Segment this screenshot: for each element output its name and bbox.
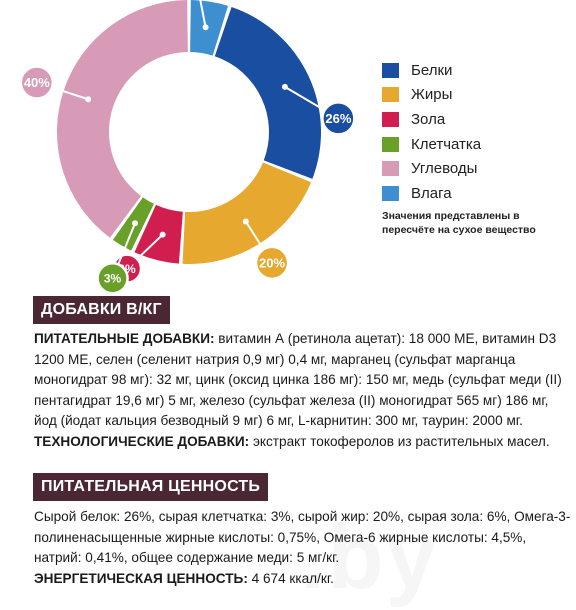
- value-bubble-fiber: [96, 261, 129, 295]
- legend-swatch: [382, 136, 399, 152]
- legend-swatch: [382, 111, 399, 127]
- chart-legend: Белки Жиры Зола Клетчатка Углеводы Влага: [382, 58, 481, 206]
- value-bubble-protein: [321, 101, 356, 136]
- slice-protein: [214, 7, 322, 179]
- leader-dot: [202, 24, 209, 31]
- leader-dot: [85, 96, 92, 103]
- legend-item-moisture: Влага: [382, 181, 481, 206]
- nutrition-text: Сырой белок: 26%, сырая клетчатка: 3%, с…: [34, 509, 571, 565]
- value-label-protein: 26%: [325, 111, 351, 126]
- legend-swatch: [382, 161, 399, 177]
- legend-swatch: [382, 185, 399, 201]
- slice-fat: [182, 162, 312, 264]
- value-bubble-fat: [254, 245, 290, 281]
- legend-item-fat: Жиры: [382, 83, 481, 108]
- legend-item-carbs: Углеводы: [382, 156, 481, 181]
- slice-moisture: [190, 0, 229, 56]
- value-label-fat: 20%: [259, 255, 285, 270]
- legend-swatch: [382, 87, 399, 103]
- legend-label: Белки: [411, 61, 453, 79]
- legend-label: Клетчатка: [411, 135, 482, 153]
- legend-label: Зола: [411, 110, 446, 128]
- legend-label: Влага: [411, 184, 452, 202]
- legend-swatch: [382, 62, 399, 78]
- value-label-carbs: 40%: [24, 75, 50, 90]
- legend-item-fiber: Клетчатка: [382, 132, 481, 157]
- slice-carbs: [56, 0, 188, 238]
- chart-note: Значения представлены в пересчёте на сух…: [382, 210, 536, 236]
- donut-chart: 5%26%20%6%3%40%: [19, 0, 356, 295]
- nutritional-additives-text: витамин А (ретинола ацетат): 18 000 МЕ, …: [34, 331, 562, 428]
- legend-item-ash: Зола: [382, 107, 481, 132]
- technological-additives-label: ТЕХНОЛОГИЧЕСКИЕ ДОБАВКИ:: [34, 433, 250, 449]
- technological-additives-text: экстракт токоферолов из растительных мас…: [249, 433, 550, 449]
- leader-dot: [132, 220, 139, 227]
- leader-dot: [242, 218, 249, 225]
- legend-item-protein: Белки: [382, 58, 481, 83]
- nutrition-paragraph: Сырой белок: 26%, сырая клетчатка: 3%, с…: [34, 507, 574, 589]
- legend-label: Углеводы: [411, 160, 478, 178]
- additives-title: ДОБАВКИ В/КГ: [33, 296, 170, 324]
- value-label-fiber: 3%: [104, 272, 122, 286]
- energy-label: ЭНЕРГЕТИЧЕСКАЯ ЦЕННОСТЬ:: [34, 570, 248, 586]
- energy-text: 4 674 ккал/кг.: [247, 570, 334, 586]
- leader-dot: [159, 231, 166, 238]
- additives-paragraph: ПИТАТЕЛЬНЫЕ ДОБАВКИ: витамин А (ретинола…: [34, 329, 574, 452]
- leader-line: [199, 0, 207, 28]
- nutrition-title: ПИТАТЕЛЬНАЯ ЦЕННОСТЬ: [33, 473, 269, 501]
- value-bubble-carbs: [19, 65, 55, 100]
- leader-dot: [281, 83, 288, 90]
- nutritional-additives-label: ПИТАТЕЛЬНЫЕ ДОБАВКИ:: [34, 331, 215, 346]
- legend-label: Жиры: [411, 86, 453, 104]
